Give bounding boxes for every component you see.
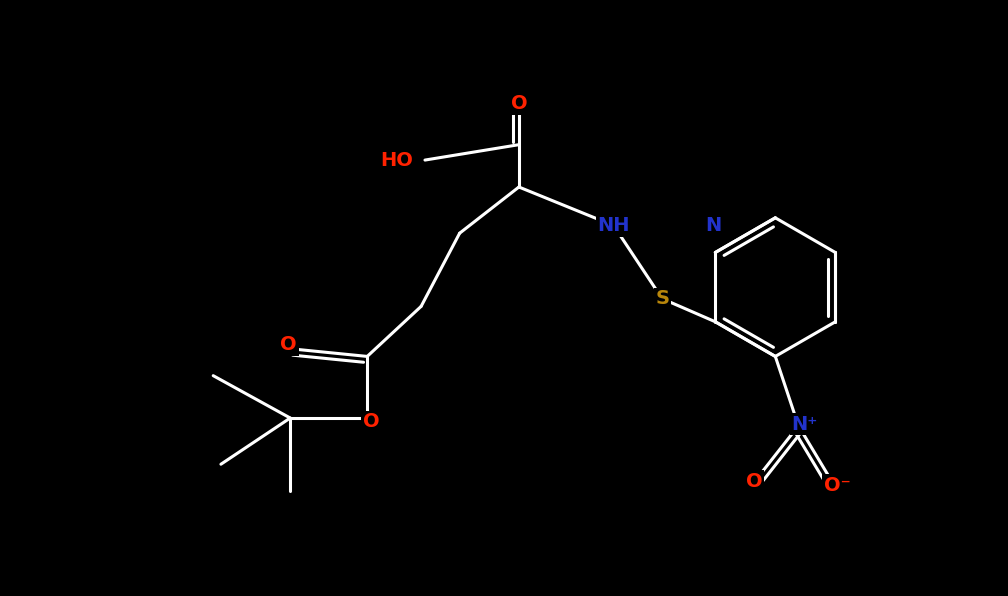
Text: O: O bbox=[363, 412, 379, 432]
Text: NH: NH bbox=[598, 216, 630, 235]
Text: S: S bbox=[655, 289, 669, 308]
Text: N⁺: N⁺ bbox=[791, 415, 817, 434]
Text: HO: HO bbox=[381, 151, 413, 170]
Text: O: O bbox=[511, 94, 527, 113]
Text: O: O bbox=[280, 336, 297, 355]
Text: O⁻: O⁻ bbox=[824, 476, 851, 495]
Text: O: O bbox=[746, 471, 763, 491]
Text: N: N bbox=[706, 216, 722, 235]
